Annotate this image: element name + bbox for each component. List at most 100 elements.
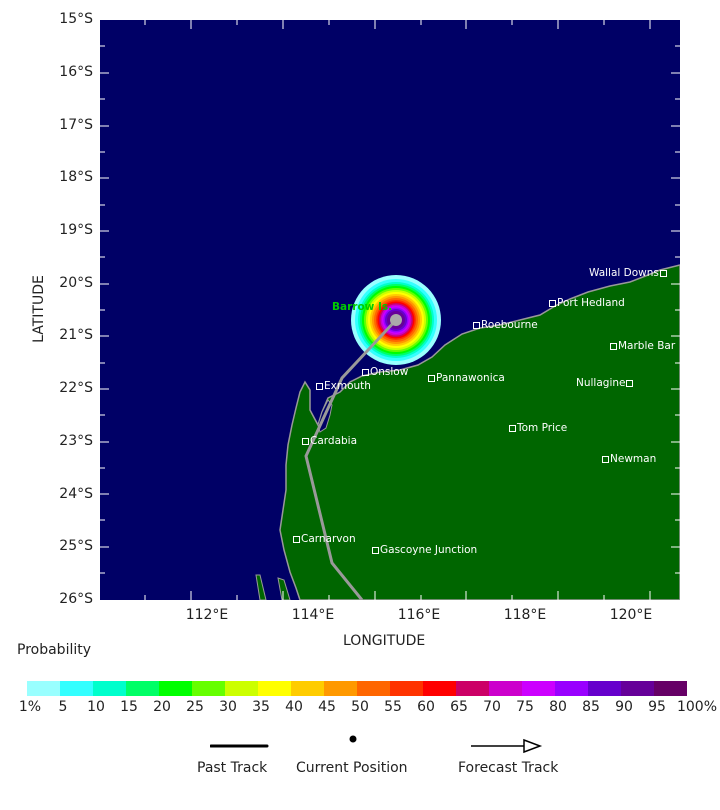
lon-tick: 116°E: [397, 607, 441, 623]
town-marker-icon: [610, 343, 617, 350]
lat-tick: 26°S: [59, 591, 93, 607]
town-marker-icon: [602, 456, 609, 463]
swatch: [456, 681, 489, 696]
forecast-track-label: Forecast Track: [458, 760, 559, 776]
colorbar-tick: 50: [351, 699, 369, 715]
swatch: [654, 681, 687, 696]
town-pannawonica: Pannawonica: [428, 373, 505, 384]
swatch: [27, 681, 60, 696]
colorbar-tick: 65: [450, 699, 468, 715]
swatch: [489, 681, 522, 696]
swatch: [159, 681, 192, 696]
swatch: [621, 681, 654, 696]
map-canvas: [100, 20, 680, 600]
colorbar-tick: 1%: [18, 699, 42, 715]
lat-tick: 23°S: [59, 433, 93, 449]
lat-tick: 19°S: [59, 222, 93, 238]
town-marker-icon: [302, 438, 309, 445]
current-position-marker: [390, 314, 402, 326]
colorbar-tick: 45: [318, 699, 336, 715]
lat-tick: 17°S: [59, 117, 93, 133]
lat-tick: 21°S: [59, 327, 93, 343]
swatch: [324, 681, 357, 696]
town-roebourne: Roebourne: [473, 320, 538, 331]
town-onslow: Onslow: [362, 367, 408, 378]
town-marker-icon: [659, 270, 667, 277]
colorbar-tick: 95: [648, 699, 666, 715]
swatch: [522, 681, 555, 696]
lon-tick: 120°E: [609, 607, 653, 623]
town-marker-icon: [362, 369, 369, 376]
lon-tick: 118°E: [503, 607, 547, 623]
town-marble-bar: Marble Bar: [610, 341, 675, 352]
forecast-track-icon: [471, 738, 543, 754]
town-marker-icon: [293, 536, 300, 543]
swatch: [390, 681, 423, 696]
colorbar-tick: 85: [582, 699, 600, 715]
town-tom-price: Tom Price: [509, 423, 567, 434]
colorbar-tick: 5: [58, 699, 68, 715]
swatch: [423, 681, 456, 696]
past-track-label: Past Track: [197, 760, 268, 776]
lon-tick: 112°E: [185, 607, 229, 623]
town-port-hedland: Port Hedland: [549, 298, 625, 309]
colorbar-tick: 20: [153, 699, 171, 715]
town-marker-icon: [509, 425, 516, 432]
colorbar-tick: 35: [252, 699, 270, 715]
lat-tick: 24°S: [59, 486, 93, 502]
map-panel: Barrow Is. Wallal Downs Port Hedland Roe…: [100, 20, 680, 600]
swatch: [225, 681, 258, 696]
swatch: [588, 681, 621, 696]
shark-bay-islands: [255, 574, 291, 600]
swatch: [93, 681, 126, 696]
colorbar-tick: 15: [120, 699, 138, 715]
colorbar-tick: 80: [549, 699, 567, 715]
colorbar-tick: 100%: [676, 699, 718, 715]
lat-tick: 18°S: [59, 169, 93, 185]
town-marker-icon: [626, 380, 634, 387]
barrow-island-label: Barrow Is.: [332, 301, 393, 313]
colorbar-tick: 90: [615, 699, 633, 715]
swatch: [291, 681, 324, 696]
longitude-axis-title: LONGITUDE: [343, 633, 426, 649]
past-track-line: [304, 318, 398, 600]
colorbar-tick: 25: [186, 699, 204, 715]
town-exmouth: Exmouth: [316, 381, 371, 392]
colorbar-tick: 60: [417, 699, 435, 715]
lat-tick: 25°S: [59, 538, 93, 554]
town-carnarvon: Carnarvon: [293, 534, 356, 545]
swatch: [555, 681, 588, 696]
town-marker-icon: [372, 547, 379, 554]
swatch: [192, 681, 225, 696]
lat-tick: 16°S: [59, 64, 93, 80]
lon-tick: 114°E: [291, 607, 335, 623]
swatch: [60, 681, 93, 696]
lat-tick: 15°S: [59, 11, 93, 27]
colorbar-tick: 70: [483, 699, 501, 715]
town-newman: Newman: [602, 454, 656, 465]
probability-colorbar: [27, 681, 687, 696]
town-marker-icon: [473, 322, 480, 329]
colorbar-tick: 40: [285, 699, 303, 715]
past-track-icon: [210, 744, 269, 748]
colorbar-tick: 30: [219, 699, 237, 715]
colorbar-tick: 10: [87, 699, 105, 715]
land-mass: [279, 264, 680, 600]
town-nullagine: Nullagine: [576, 378, 634, 389]
current-position-icon: [349, 735, 357, 743]
town-wallal-downs: Wallal Downs: [589, 268, 667, 279]
colorbar-tick: 55: [384, 699, 402, 715]
town-marker-icon: [428, 375, 435, 382]
legend-title: Probability: [17, 642, 92, 658]
town-gascoyne-junction: Gascoyne Junction: [372, 545, 477, 556]
lat-tick: 20°S: [59, 275, 93, 291]
latitude-axis-title: LATITUDE: [31, 275, 47, 343]
colorbar-ticks: 1% 5 10 15 20 25 30 35 40 45 50 55 60 65…: [0, 699, 720, 719]
swatch: [357, 681, 390, 696]
town-cardabia: Cardabia: [302, 436, 357, 447]
town-marker-icon: [549, 300, 556, 307]
swatch: [126, 681, 159, 696]
town-marker-icon: [316, 383, 323, 390]
current-position-label: Current Position: [296, 760, 408, 776]
colorbar-tick: 75: [516, 699, 534, 715]
